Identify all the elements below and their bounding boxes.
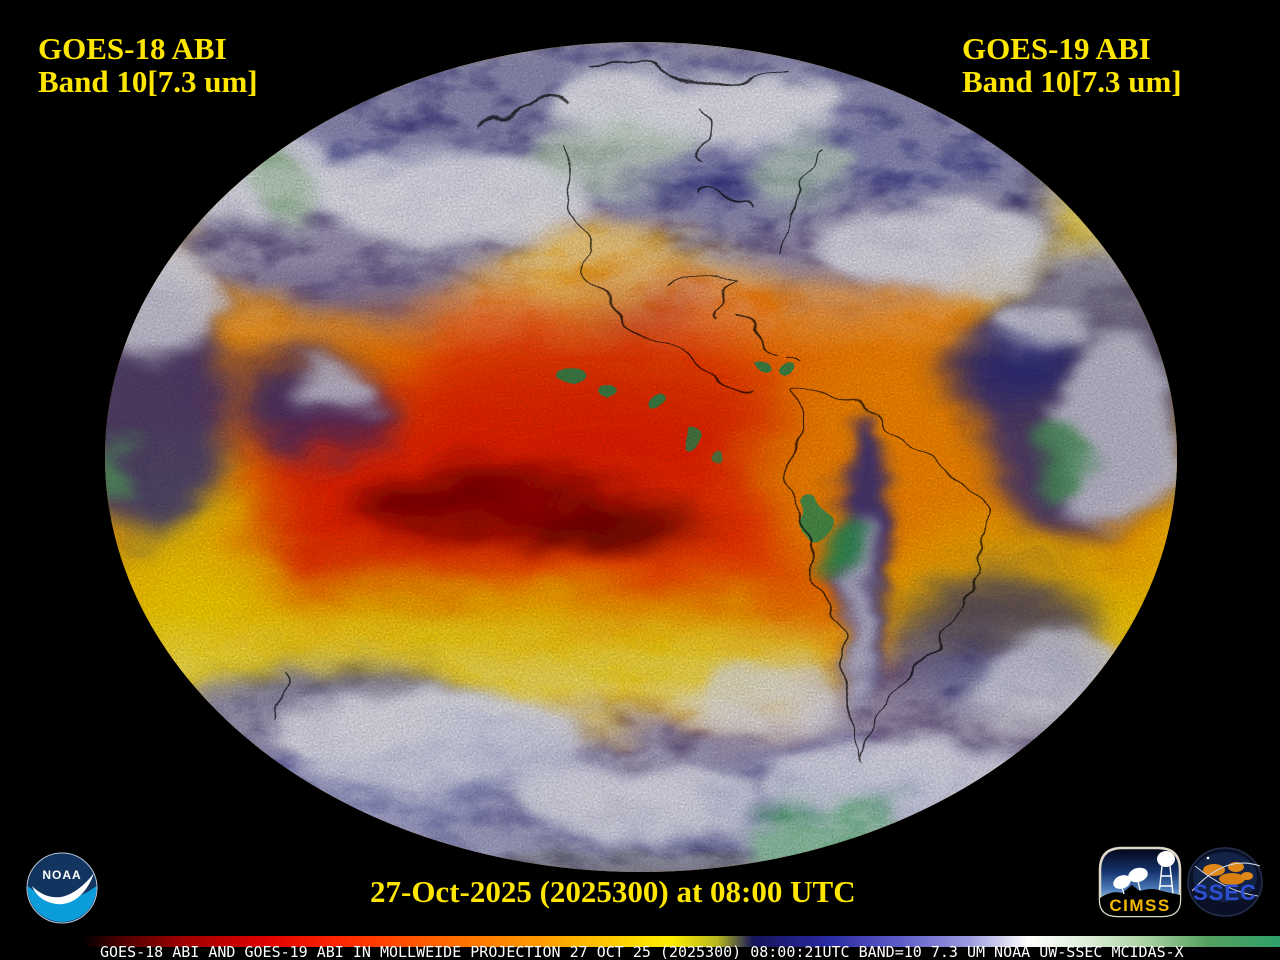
noaa-logo-text: NOAA <box>42 868 81 882</box>
statusbar-caption: GOES-18 ABI AND GOES-19 ABI IN MOLLWEIDE… <box>100 943 1184 960</box>
noaa-logo-icon: NOAA <box>26 852 98 924</box>
goes18-title: GOES-18 ABI <box>38 31 227 66</box>
ssec-logo-icon: SSEC <box>1187 847 1263 917</box>
ssec-logo-text: SSEC <box>1193 880 1257 905</box>
timestamp-label: 27-Oct-2025 (2025300) at 08:00 UTC <box>370 874 856 909</box>
colorbar <box>83 936 1280 947</box>
goes18-label: GOES-18 ABI Band 10[7.3 um] <box>38 32 258 98</box>
goes19-title: GOES-19 ABI <box>962 31 1151 66</box>
cimss-logo-text: CIMSS <box>1109 896 1170 915</box>
goes19-label: GOES-19 ABI Band 10[7.3 um] <box>962 32 1182 98</box>
goes18-band: Band 10[7.3 um] <box>38 64 258 99</box>
goes19-band: Band 10[7.3 um] <box>962 64 1182 99</box>
cimss-logo-icon: CIMSS <box>1098 846 1182 918</box>
